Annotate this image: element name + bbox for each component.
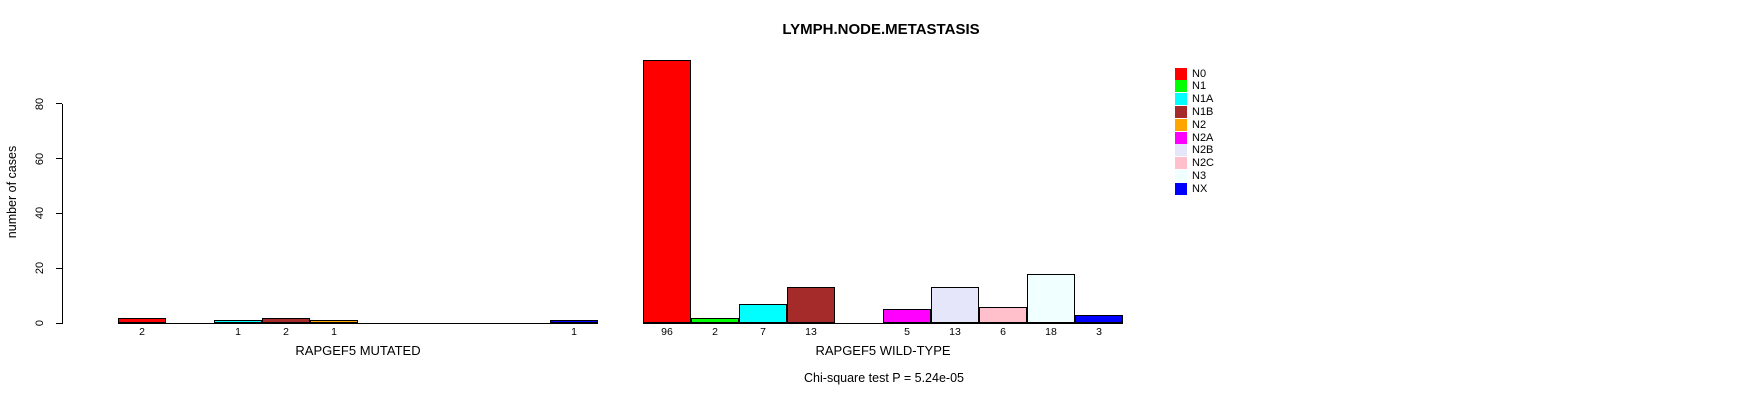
bar-n0 <box>118 318 166 323</box>
legend-label-n1: N1 <box>1192 80 1207 93</box>
legend-swatch-n3 <box>1175 169 1187 182</box>
bar-nx <box>1075 315 1123 323</box>
bar-value-label: 1 <box>235 326 241 338</box>
legend-swatch-n2b <box>1175 144 1187 157</box>
legend-label-nx: NX <box>1192 182 1208 195</box>
bar-value-label: 1 <box>571 326 577 338</box>
legend-swatch-nx <box>1175 182 1187 195</box>
bar-value-label: 96 <box>661 326 673 338</box>
legend-label-n2b: N2B <box>1192 144 1214 157</box>
group-label-wild-type: RAPGEF5 WILD-TYPE <box>815 343 951 358</box>
bar-value-label: 3 <box>1096 326 1102 338</box>
y-tick-mark <box>56 212 62 214</box>
y-tick-label: 0 <box>34 319 46 327</box>
legend-label-n2c: N2C <box>1192 157 1215 170</box>
group-label-mutated: RAPGEF5 MUTATED <box>295 343 421 358</box>
bar-n1b <box>787 287 835 323</box>
x-axis-baseline <box>643 323 1123 324</box>
chart-title: LYMPH.NODE.METASTASIS <box>782 21 980 38</box>
bar-nx <box>550 320 598 323</box>
x-axis-baseline <box>118 323 598 324</box>
y-tick-mark <box>56 267 62 269</box>
bar-value-label: 5 <box>904 326 910 338</box>
bar-value-label: 7 <box>760 326 766 338</box>
y-tick-mark <box>56 103 62 105</box>
chi-square-annotation: Chi-square test P = 5.24e-05 <box>804 371 964 385</box>
bar-value-label: 2 <box>139 326 145 338</box>
legend-swatch-n2 <box>1175 118 1187 131</box>
y-tick-label: 40 <box>34 207 46 220</box>
bar-n2 <box>310 320 358 323</box>
bar-n1a <box>214 320 262 323</box>
bar-n2c <box>979 307 1027 323</box>
bar-n1a <box>739 304 787 323</box>
bar-n2b <box>931 287 979 323</box>
legend-swatch-n1a <box>1175 93 1187 106</box>
y-tick-mark <box>56 158 62 160</box>
y-tick-label: 20 <box>34 262 46 275</box>
bar-value-label: 13 <box>949 326 961 338</box>
y-tick-label: 60 <box>34 152 46 165</box>
legend-label-n1b: N1B <box>1192 105 1214 118</box>
bar-value-label: 1 <box>331 326 337 338</box>
legend-swatch-n0 <box>1175 67 1187 80</box>
bar-value-label: 6 <box>1000 326 1006 338</box>
bar-n3 <box>1027 274 1075 323</box>
legend-label-n3: N3 <box>1192 169 1207 182</box>
legend-label-n1a: N1A <box>1192 93 1214 106</box>
legend-swatch-n1 <box>1175 80 1187 93</box>
legend-label-n2a: N2A <box>1192 131 1214 144</box>
legend-swatch-n2c <box>1175 157 1187 170</box>
bar-value-label: 13 <box>805 326 817 338</box>
y-axis-line <box>62 104 63 324</box>
y-tick-label: 80 <box>34 97 46 110</box>
bar-n1 <box>691 318 739 323</box>
legend-swatch-n1b <box>1175 105 1187 118</box>
legend-label-n0: N0 <box>1192 67 1207 80</box>
y-axis-title: number of cases <box>5 145 19 239</box>
bar-value-label: 18 <box>1045 326 1057 338</box>
bar-n1b <box>262 318 310 323</box>
bar-value-label: 2 <box>712 326 718 338</box>
y-tick-mark <box>56 322 62 324</box>
bar-n2a <box>883 309 931 323</box>
bar-value-label: 2 <box>283 326 289 338</box>
legend-swatch-n2a <box>1175 131 1187 144</box>
bar-n0 <box>643 60 691 323</box>
legend-label-n2: N2 <box>1192 118 1207 131</box>
